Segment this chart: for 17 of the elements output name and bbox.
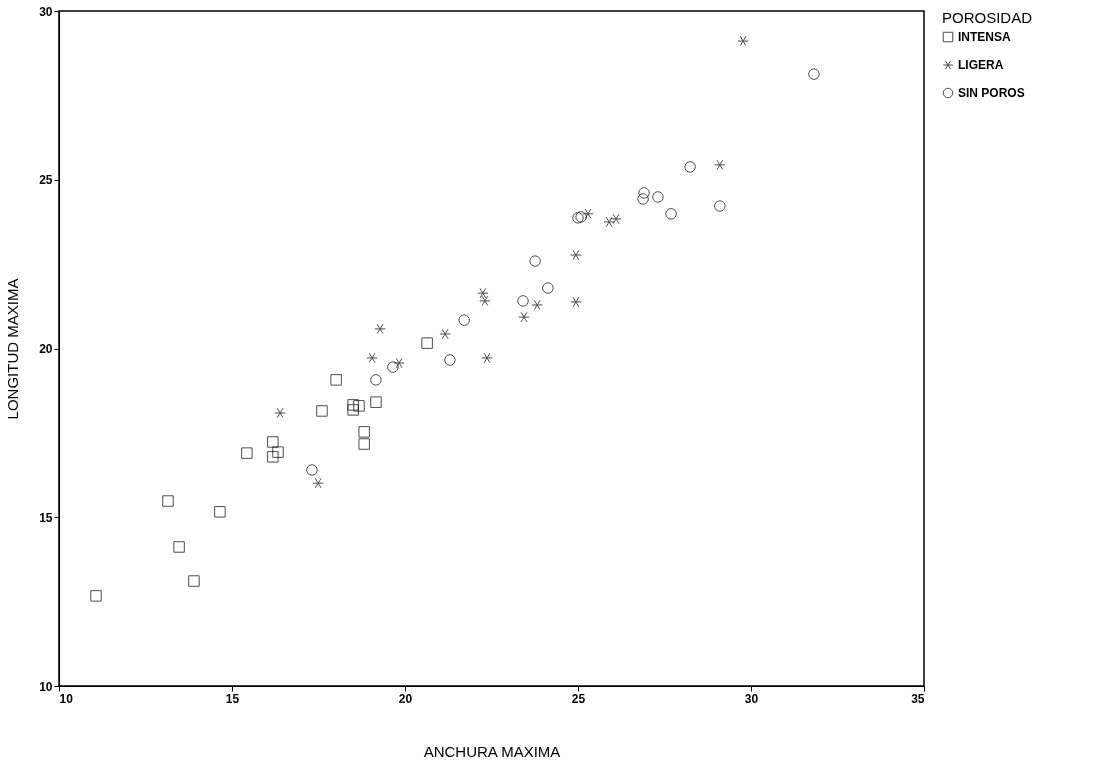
x-tick-label: 20 <box>398 691 413 706</box>
legend-title: POROSIDAD <box>942 9 1033 26</box>
x-tick-label: 10 <box>59 691 74 706</box>
y-axis-title: LONGITUD MAXIMA <box>4 278 22 420</box>
y-tick-label: 15 <box>39 510 53 525</box>
y-tick-label: 10 <box>39 679 53 694</box>
legend-label: LIGERA <box>958 58 1004 72</box>
y-tick-label: 20 <box>39 342 53 356</box>
legend-label: INTENSA <box>958 30 1011 44</box>
x-axis-title: ANCHURA MAXIMA <box>423 742 561 760</box>
y-tick-label: 30 <box>39 4 53 19</box>
x-tick-label: 15 <box>225 691 240 706</box>
y-tick-label: 25 <box>39 173 53 188</box>
x-tick-label: 30 <box>744 691 759 706</box>
legend-label: SIN POROS <box>958 86 1025 100</box>
x-tick-label: 35 <box>911 691 925 706</box>
x-tick-label: 25 <box>571 691 586 706</box>
